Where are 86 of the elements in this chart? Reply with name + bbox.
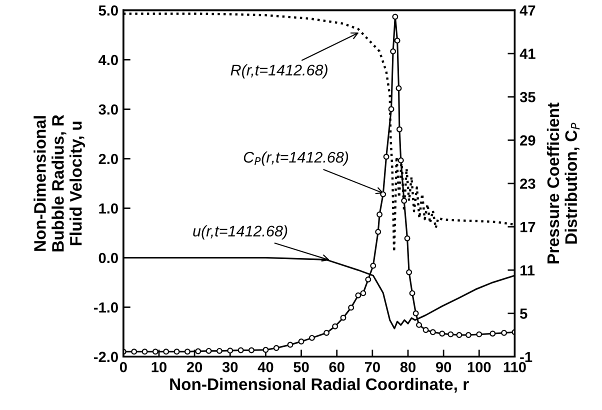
point bbox=[324, 330, 330, 336]
y-tick-label: 3.0 bbox=[98, 104, 118, 115]
point bbox=[298, 338, 304, 345]
point bbox=[412, 310, 419, 316]
point bbox=[396, 85, 402, 92]
point bbox=[365, 276, 372, 282]
y2-tick-label: 47 bbox=[520, 6, 536, 16]
point bbox=[238, 347, 244, 354]
x-tick-label: 90 bbox=[436, 362, 452, 372]
point bbox=[416, 322, 422, 328]
point bbox=[370, 262, 376, 269]
point bbox=[383, 154, 390, 160]
x-tick-label: 60 bbox=[329, 362, 344, 372]
x-tick-label: 10 bbox=[152, 362, 166, 372]
point bbox=[409, 290, 416, 296]
point bbox=[248, 347, 254, 354]
point bbox=[390, 48, 396, 54]
x-tick-label: 80 bbox=[400, 362, 416, 372]
x-tick-label: 40 bbox=[258, 362, 274, 372]
point bbox=[476, 331, 482, 338]
y-tick-label: -2.0 bbox=[94, 352, 118, 362]
x-tick-label: 0 bbox=[120, 362, 127, 372]
point bbox=[490, 330, 496, 337]
point bbox=[184, 348, 190, 355]
x-tick-label: 30 bbox=[222, 362, 238, 372]
point bbox=[355, 292, 362, 298]
point bbox=[404, 235, 410, 242]
point bbox=[131, 348, 138, 355]
point bbox=[439, 330, 446, 337]
y-tick-label: -1.0 bbox=[94, 302, 118, 313]
x-axis-title: Non-Dimensional Radial Coordinate, r bbox=[170, 378, 469, 393]
point bbox=[360, 290, 366, 296]
y2-tick-label: 41 bbox=[520, 48, 536, 59]
point bbox=[262, 346, 269, 353]
point bbox=[287, 342, 294, 348]
y-tick-label: 1.0 bbox=[99, 203, 118, 214]
point bbox=[163, 348, 170, 355]
y2-tick-label: 29 bbox=[520, 135, 536, 146]
point bbox=[174, 348, 180, 355]
point bbox=[375, 228, 382, 235]
annotation: C$_{P}$(r,t=1412.68) bbox=[244, 151, 348, 166]
point bbox=[456, 332, 462, 338]
point bbox=[401, 198, 408, 204]
point bbox=[380, 191, 386, 198]
point bbox=[142, 348, 148, 355]
y2-tick-label: -1 bbox=[520, 352, 532, 362]
y-tick-label: 4.0 bbox=[98, 54, 118, 66]
point bbox=[392, 14, 398, 20]
point bbox=[216, 348, 222, 354]
y2-tick-label: 17 bbox=[520, 222, 536, 232]
point bbox=[501, 330, 508, 336]
annotation: R(r,t=1412.68) bbox=[230, 64, 328, 79]
y2-tick-label: 11 bbox=[520, 265, 535, 276]
point bbox=[348, 304, 354, 311]
point bbox=[273, 345, 280, 352]
point bbox=[448, 331, 454, 338]
y2-axis-title: Pressure Coefficient Distribution, C$_{P}$ bbox=[546, 102, 580, 264]
point bbox=[152, 348, 158, 355]
y-tick-label: 0.0 bbox=[98, 252, 118, 264]
annotation: u(r,t=1412.68) bbox=[193, 225, 288, 240]
point bbox=[308, 334, 315, 341]
x-tick-label: 50 bbox=[294, 362, 309, 372]
y-tick-label: 2.0 bbox=[98, 154, 118, 164]
y-tick-label: 5.0 bbox=[98, 5, 118, 16]
point bbox=[394, 38, 400, 44]
y-axis-title: Non-Dimensional Bubble Radius, R Fluid Velocity, u bbox=[34, 114, 86, 252]
point bbox=[422, 327, 429, 333]
point bbox=[430, 329, 436, 336]
point bbox=[398, 157, 404, 164]
point bbox=[227, 348, 234, 354]
point bbox=[388, 106, 394, 112]
y2-tick-label: 23 bbox=[520, 178, 536, 189]
y2-tick-label: 35 bbox=[520, 92, 536, 102]
x-tick-label: 20 bbox=[186, 362, 202, 372]
point bbox=[396, 126, 402, 132]
x-tick-label: 100 bbox=[468, 362, 491, 372]
point bbox=[376, 212, 383, 218]
point bbox=[206, 348, 212, 354]
y2-tick-label: 5 bbox=[520, 308, 528, 319]
x-tick-label: 110 bbox=[504, 362, 526, 372]
point bbox=[406, 269, 412, 276]
point bbox=[340, 314, 346, 321]
x-tick-label: 70 bbox=[364, 362, 380, 372]
point bbox=[465, 332, 472, 338]
point bbox=[195, 348, 202, 354]
point bbox=[332, 323, 338, 330]
